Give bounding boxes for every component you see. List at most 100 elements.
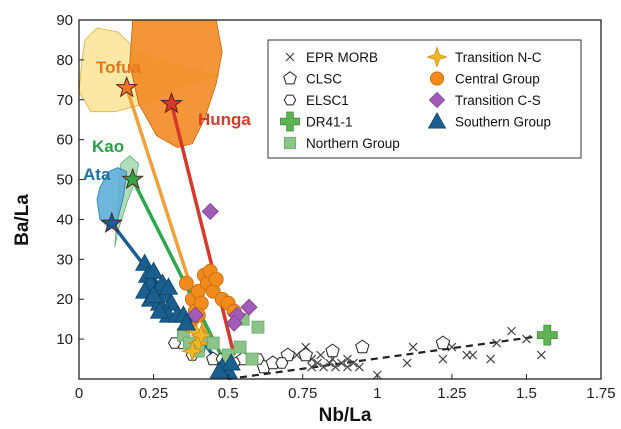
x-tick-label: 0.5: [218, 385, 239, 402]
point-southern-group: [149, 301, 170, 319]
y-tick-label: 20: [56, 291, 73, 308]
end-member-star: [121, 167, 144, 190]
y-tick-label: 10: [56, 331, 73, 348]
x-tick-label: 0.25: [139, 385, 168, 402]
trend-line-kao: [131, 178, 227, 364]
point-northern-group: [245, 352, 259, 366]
legend-marker-clsc: [283, 71, 297, 85]
end-member-star: [100, 211, 124, 233]
x-tick-label: 0: [75, 385, 83, 402]
point-elsc1: [275, 357, 289, 369]
end-member-stars: [100, 75, 183, 233]
point-epr-morb: [486, 354, 496, 364]
point-transition-c-s: [225, 314, 243, 332]
legend-marker-elsc1: [283, 94, 297, 106]
x-axis-ticks: 0 0.25 0.5 0.75 1 1.25 1.5 1.75: [75, 374, 616, 402]
y-axis-title: Ba/La: [12, 194, 33, 246]
legend-label-central-group: Central Group: [455, 72, 540, 87]
point-epr-morb: [343, 362, 352, 372]
y-tick-label: 60: [56, 132, 73, 149]
point-epr-morb: [337, 358, 346, 368]
legend-label-northern-group: Northern Group: [306, 136, 400, 151]
y-tick-label: 90: [56, 12, 73, 29]
point-transition-n-c: [190, 323, 213, 347]
end-member-star: [115, 75, 138, 98]
legend: EPR MORB CLSC ELSC1 DR41-1 Northern Group Tra…: [267, 39, 582, 159]
point-clsc: [325, 343, 340, 358]
point-southern-group: [209, 361, 229, 379]
point-epr-morb: [343, 354, 352, 364]
point-clsc: [355, 339, 370, 354]
point-epr-morb: [319, 362, 329, 372]
legend-label-southern-group: Southern Group: [455, 115, 551, 130]
legend-label-transition-n-c: Transition N-C: [455, 50, 542, 65]
point-epr-morb: [536, 350, 546, 360]
point-transition-c-s: [201, 202, 219, 221]
point-transition-c-s: [186, 306, 204, 324]
x-tick-label: 1.25: [437, 385, 466, 402]
field-hunga: [129, 19, 223, 149]
y-tick-label: 30: [56, 251, 73, 268]
plot-frame: [78, 19, 602, 380]
point-southern-group: [221, 353, 241, 371]
point-epr-morb: [408, 342, 418, 352]
point-epr-morb: [468, 350, 478, 360]
point-northern-group: [251, 320, 265, 334]
legend-marker-transition-c-s: [428, 91, 446, 109]
point-clsc: [435, 335, 451, 350]
point-southern-group: [158, 277, 179, 295]
point-southern-group: [143, 261, 164, 279]
y-tick-label: 40: [56, 211, 73, 228]
point-epr-morb: [492, 338, 502, 348]
y-tick-label: 80: [56, 52, 73, 69]
x-tick-label: 0.75: [288, 385, 317, 402]
point-clsc: [298, 347, 313, 362]
trend-line-hunga: [169, 103, 236, 356]
point-epr-morb: [313, 358, 323, 368]
legend-label-epr-morb: EPR MORB: [306, 50, 378, 65]
field-label-hunga: Hunga: [198, 110, 251, 129]
legend-label-clsc: CLSC: [306, 72, 342, 87]
legend-label-dr41-1: DR41-1: [306, 115, 353, 130]
y-axis-ticks: 10 20 30 40 50 60 70 80 90: [56, 12, 84, 348]
x-tick-label: 1: [373, 385, 381, 402]
point-northern-group: [233, 340, 247, 354]
point-southern-group: [143, 285, 164, 303]
point-transition-n-c: [187, 331, 210, 355]
x-axis-title: Nb/La: [319, 405, 372, 426]
field-label-ata: Ata: [83, 165, 111, 184]
point-dr41-1: [536, 324, 558, 346]
field-label-kao: Kao: [92, 137, 124, 156]
point-southern-group: [134, 253, 155, 271]
point-epr-morb: [507, 326, 516, 336]
legend-marker-transition-n-c: [426, 46, 448, 68]
legend-marker-dr41-1: [280, 111, 300, 132]
legend-marker-southern-group: [427, 112, 447, 129]
point-epr-morb: [331, 362, 340, 372]
point-epr-morb: [354, 362, 364, 372]
legend-marker-epr-morb: [285, 52, 295, 62]
point-southern-group: [176, 313, 197, 331]
point-epr-morb: [348, 358, 358, 368]
point-epr-morb: [402, 358, 412, 368]
end-member-star: [160, 91, 183, 114]
point-central-group: [178, 275, 194, 291]
y-tick-label: 50: [56, 172, 73, 189]
point-epr-morb: [316, 350, 326, 360]
point-epr-morb: [307, 362, 317, 372]
legend-box: [267, 39, 582, 159]
data-points: [134, 202, 558, 380]
point-epr-morb: [447, 342, 457, 352]
trend-line-morb: [227, 334, 548, 381]
point-southern-group: [161, 293, 182, 311]
point-epr-morb: [522, 334, 531, 344]
x-tick-label: 1.5: [516, 385, 537, 402]
field-ata: [96, 167, 128, 228]
legend-label-transition-c-s: Transition C-S: [455, 93, 541, 108]
point-transition-c-s: [240, 298, 258, 316]
y-tick-label: 70: [56, 92, 73, 109]
point-epr-morb: [325, 358, 334, 368]
point-transition-n-c: [181, 339, 204, 363]
legend-marker-northern-group: [283, 136, 297, 150]
